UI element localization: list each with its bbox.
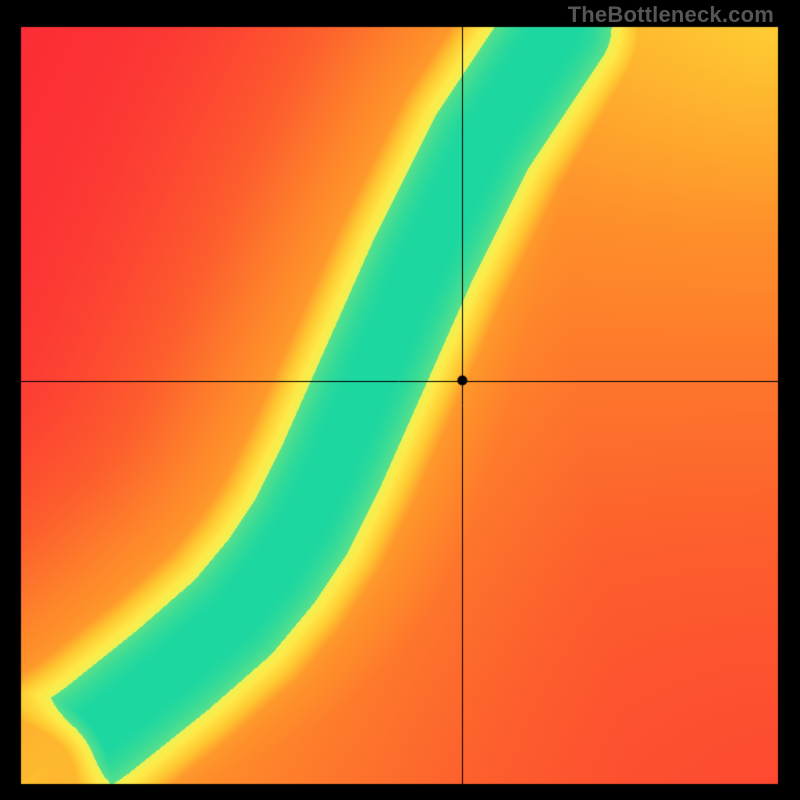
heatmap-canvas bbox=[0, 0, 800, 800]
watermark-text: TheBottleneck.com bbox=[568, 2, 774, 28]
